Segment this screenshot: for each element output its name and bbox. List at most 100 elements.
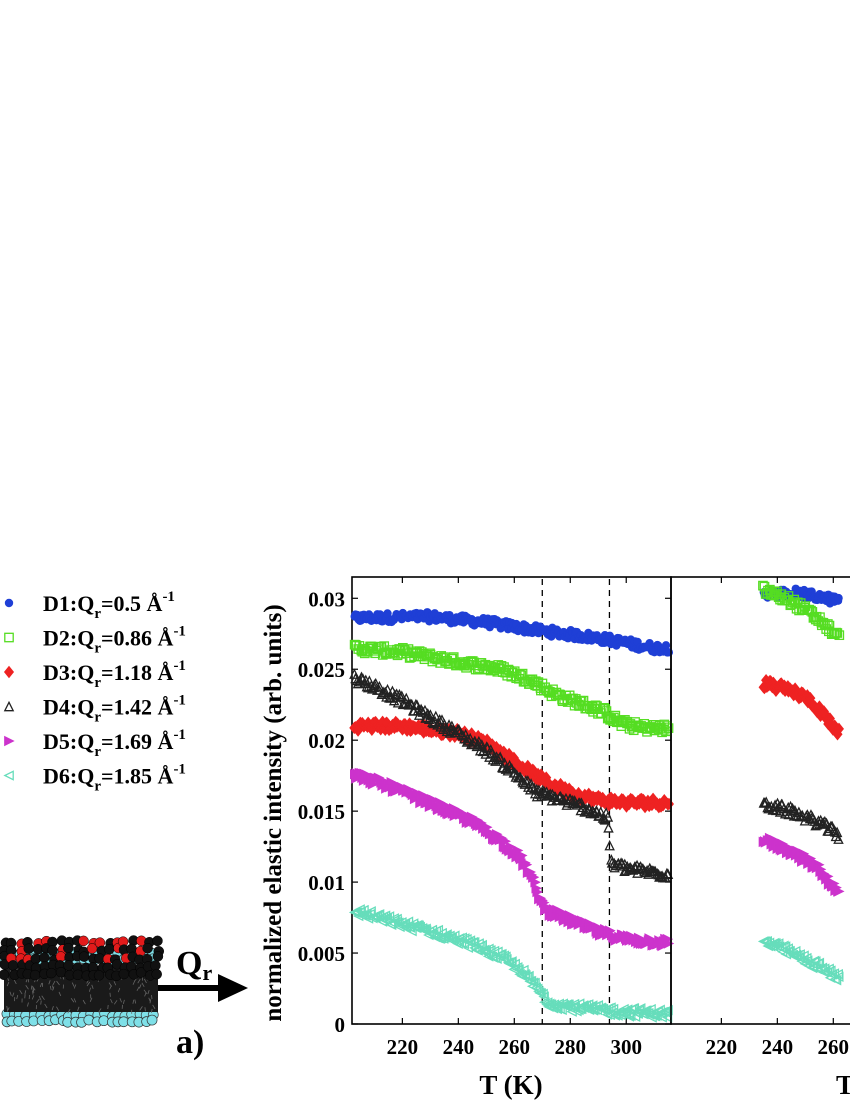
legend-item: D2:Qr=0.86 Å-1 — [4, 624, 186, 657]
headgroup — [146, 1014, 158, 1026]
data-point — [649, 865, 661, 877]
lipid-chain — [32, 986, 35, 991]
data-point — [834, 630, 845, 641]
data-point — [529, 977, 540, 989]
data-point — [511, 962, 523, 973]
data-point — [394, 691, 406, 702]
lipid-chain — [73, 998, 77, 1003]
data-point — [551, 1003, 562, 1015]
lipid-chain — [113, 1000, 118, 1005]
data-point — [625, 1010, 636, 1022]
protein-residue — [151, 968, 162, 980]
data-point — [661, 726, 671, 737]
data-point — [828, 968, 840, 979]
legend-label: D3:Qr=1.18 Å-1 — [43, 658, 186, 691]
legend-item: D4:Qr=1.42 Å-1 — [3, 693, 186, 726]
data-point — [606, 857, 618, 868]
lipid-chain — [6, 1005, 8, 1011]
x-tick-label: 240 — [762, 1035, 794, 1059]
lipid-chain — [49, 985, 52, 991]
legend-label: D4:Qr=1.42 Å-1 — [43, 693, 186, 726]
legend: D1:Qr=0.5 Å-1D2:Qr=0.86 Å-1D3:Qr=1.18 Å-… — [3, 589, 186, 795]
series-D6 — [757, 936, 844, 986]
lipid-chain — [6, 981, 10, 987]
panel-label: a) — [176, 1024, 204, 1061]
data-point — [349, 668, 360, 679]
data-point — [599, 814, 611, 825]
plot-frame — [670, 576, 850, 1025]
lipid-chain — [143, 978, 147, 984]
lipid-chain — [36, 998, 40, 1004]
data-point — [645, 1003, 656, 1015]
data-point — [663, 938, 675, 949]
legend-marker — [3, 770, 14, 781]
lipid-chain — [71, 982, 75, 987]
lipid-chain — [6, 1007, 10, 1012]
protein-residue — [47, 945, 58, 956]
lipid-chain — [132, 999, 135, 1004]
lipid-chain — [134, 999, 137, 1004]
series-D4 — [758, 796, 844, 844]
data-point — [527, 781, 538, 792]
data-point — [599, 703, 610, 713]
data-point — [661, 867, 673, 879]
data-point — [392, 697, 404, 708]
lipid-chain — [39, 982, 43, 988]
data-point — [505, 957, 516, 968]
data-point — [461, 736, 473, 747]
series-D5 — [350, 767, 675, 952]
lipid-chain — [31, 995, 35, 1000]
legend-label: D6:Qr=1.85 Å-1 — [43, 762, 186, 795]
lipid-chain — [9, 991, 12, 996]
data-point — [603, 822, 614, 833]
data-point — [805, 853, 817, 864]
membrane-schematic: Qr a) — [0, 935, 248, 1061]
data-point — [500, 836, 512, 847]
data-point — [357, 646, 368, 657]
data-point — [465, 738, 477, 750]
lipid-chain — [86, 981, 91, 987]
y-tick-label: 0.01 — [308, 871, 345, 895]
lipid-chain — [44, 1003, 48, 1009]
data-point — [430, 710, 442, 722]
series-D6 — [348, 904, 673, 1023]
legend-marker — [4, 632, 14, 643]
data-point — [813, 957, 825, 969]
data-point — [834, 886, 845, 897]
data-point — [410, 698, 422, 710]
x-tick-label: 280 — [555, 1035, 587, 1059]
protein-residue — [23, 943, 35, 954]
lipid-chain — [56, 980, 60, 986]
legend-label: D5:Qr=1.69 Å-1 — [43, 727, 186, 760]
protein-residue — [29, 969, 41, 981]
legend-marker — [4, 598, 14, 608]
legend-item: D3:Qr=1.18 Å-1 — [3, 658, 186, 691]
lipid-chain — [141, 982, 145, 988]
data-point — [622, 860, 633, 872]
protein-residue — [86, 943, 98, 954]
data-point — [396, 690, 408, 701]
data-point — [833, 833, 844, 844]
y-tick-label: 0.005 — [298, 942, 345, 966]
lipid-chain — [48, 980, 51, 985]
data-point — [521, 859, 533, 870]
data-point — [425, 709, 436, 720]
data-point — [494, 751, 506, 762]
lipid-chain — [152, 1004, 156, 1010]
data-point — [617, 1008, 628, 1020]
series-D1 — [350, 608, 674, 657]
lipid-chain — [149, 999, 152, 1004]
data-point — [822, 871, 834, 882]
data-point — [417, 706, 429, 717]
data-point — [660, 1007, 671, 1018]
protein-residue — [152, 935, 163, 947]
lipid-chain — [30, 985, 33, 990]
legend-item: D1:Qr=0.5 Å-1 — [4, 589, 175, 622]
protein-residue — [7, 960, 19, 971]
series-D3 — [758, 673, 845, 741]
x-tick-label: 240 — [443, 1035, 475, 1059]
data-point — [834, 593, 843, 603]
protein-residue — [78, 951, 90, 962]
data-point — [833, 971, 844, 983]
